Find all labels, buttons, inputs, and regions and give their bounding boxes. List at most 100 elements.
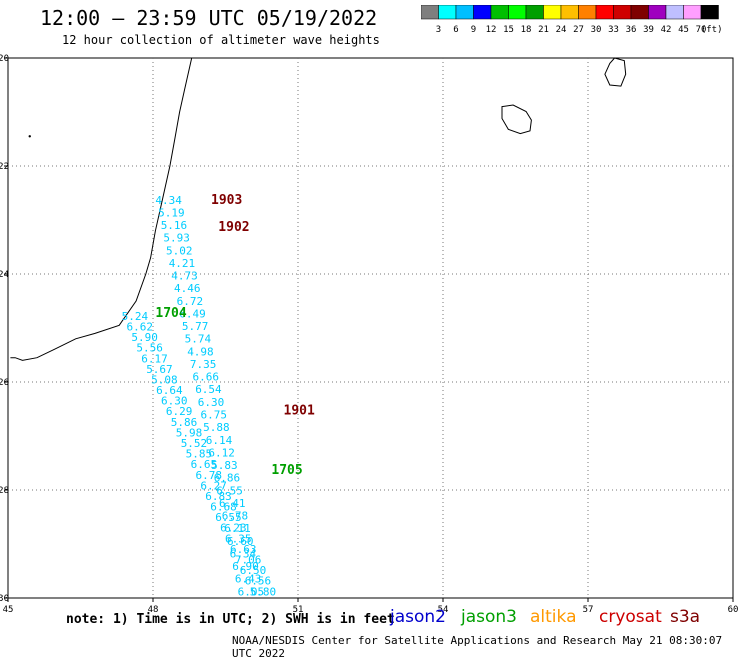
wave-height-value: 5.93 bbox=[163, 232, 190, 245]
map-title: 12:00 — 23:59 UTC 05/19/2022 bbox=[40, 6, 378, 30]
scale-label: 45 bbox=[678, 25, 689, 35]
wave-height-value: 5.08 bbox=[151, 374, 178, 387]
wave-height-value: 5.98 bbox=[176, 426, 203, 439]
map-frame bbox=[7, 57, 734, 599]
wave-height-value: 7.35 bbox=[190, 358, 217, 371]
wave-height-value: 5.19 bbox=[158, 206, 185, 219]
wave-height-value: 6.90 bbox=[232, 560, 258, 573]
satellite-legend-item: cryosat bbox=[599, 607, 662, 627]
wave-height-value: 5.24 bbox=[122, 310, 149, 323]
map-subtitle: 12 hour collection of altimeter wave hei… bbox=[62, 33, 380, 47]
lat-tick-label: -24 bbox=[0, 270, 9, 280]
pass-number-label: 1705 bbox=[271, 463, 302, 478]
lat-lon-grid bbox=[7, 57, 734, 599]
wave-height-value: 6.41 bbox=[219, 497, 246, 510]
wave-height-value: 5.52 bbox=[181, 437, 208, 450]
scale-label: 12 bbox=[486, 25, 497, 35]
wave-height-value: 6.56 bbox=[245, 575, 272, 588]
madagascar-coastline bbox=[10, 57, 193, 361]
wave-height-value: 6.05 bbox=[238, 585, 265, 598]
scale-label: 15 bbox=[503, 25, 514, 35]
lon-tick-label: 57 bbox=[583, 605, 594, 615]
lat-tick-label: -22 bbox=[0, 162, 9, 172]
scale-swatch bbox=[700, 5, 719, 20]
credit-line: NOAA/NESDIS Center for Satellite Applica… bbox=[232, 634, 723, 660]
wave-height-value: 5.67 bbox=[146, 363, 173, 376]
scale-label: 33 bbox=[608, 25, 619, 35]
wave-height-value: 4.34 bbox=[155, 194, 182, 207]
wave-height-value: 4.21 bbox=[169, 257, 196, 270]
pass-number-label: 1902 bbox=[218, 220, 249, 235]
wave-height-value: 6.11 bbox=[224, 522, 251, 535]
wave-height-value: 5.83 bbox=[211, 459, 238, 472]
wave-height-value: 5.85 bbox=[186, 448, 213, 461]
scale-label: 39 bbox=[643, 25, 654, 35]
wave-height-value: 6.54 bbox=[195, 383, 222, 396]
scale-unit: (ft) bbox=[701, 25, 723, 35]
lon-tick-label: 60 bbox=[728, 605, 739, 615]
wave-height-value: 4.46 bbox=[174, 282, 201, 295]
wave-height-value: 6.78 bbox=[222, 510, 249, 523]
scale-label: 27 bbox=[573, 25, 584, 35]
wave-height-value: 6.66 bbox=[193, 371, 220, 384]
wave-height-value: 5.90 bbox=[131, 331, 158, 344]
wave-height-value: 6.27 bbox=[200, 479, 227, 492]
wave-height-value: 6.29 bbox=[166, 405, 193, 418]
wave-height-value: 5.74 bbox=[185, 333, 212, 346]
wave-height-value: 4.98 bbox=[187, 345, 214, 358]
lat-tick-label: -30 bbox=[0, 594, 9, 604]
wave-height-value: 6.14 bbox=[206, 434, 233, 447]
lon-tick-label: 45 bbox=[3, 605, 14, 615]
wave-height-value: 6.63 bbox=[230, 543, 257, 556]
wave-height-value: 6.17 bbox=[141, 352, 168, 365]
wave-height-value: 6.50 bbox=[240, 564, 266, 577]
wave-height-value: 6.34 bbox=[230, 547, 257, 560]
wave-height-value: 6.62 bbox=[127, 321, 154, 334]
wave-height-value: 6.78 bbox=[196, 469, 223, 482]
wave-height-value: 5.80 bbox=[250, 585, 277, 598]
wave-height-value: 6.68 bbox=[210, 501, 237, 514]
satellite-legend-item: s3a bbox=[670, 607, 701, 627]
wave-height-value: 4.73 bbox=[171, 270, 198, 283]
pass-number-label: 1704 bbox=[155, 306, 186, 321]
axis-tick-labels: 45 48 51 54 57 60 -20 -22 -24 -26 -28 -30 bbox=[0, 54, 738, 615]
lat-tick-label: -20 bbox=[0, 54, 9, 64]
wave-height-value: 6.86 bbox=[214, 472, 241, 485]
wave-height-value: 6.83 bbox=[205, 490, 232, 503]
footer-note: note: 1) Time is in UTC; 2) SWH is in fe… bbox=[66, 612, 395, 627]
small-island bbox=[28, 135, 31, 138]
wave-height-value: 5.77 bbox=[182, 320, 209, 333]
lat-tick-label: -26 bbox=[0, 378, 9, 388]
wave-height-value: 6.55 bbox=[216, 484, 243, 497]
wave-height-value: 5.88 bbox=[203, 421, 230, 434]
wave-height-value: 6.64 bbox=[156, 384, 183, 397]
mauritius-coastline bbox=[604, 57, 627, 87]
scale-label: 9 bbox=[471, 25, 476, 35]
coastline bbox=[10, 57, 627, 361]
reunion-coastline bbox=[501, 104, 532, 135]
lon-tick-label: 51 bbox=[293, 605, 304, 615]
scale-label: 6 bbox=[453, 25, 458, 35]
wave-height-value: 6.12 bbox=[208, 446, 235, 459]
satellite-legend-item: jason3 bbox=[461, 607, 517, 627]
scale-label: 24 bbox=[556, 25, 567, 35]
scale-label: 3 bbox=[436, 25, 441, 35]
wave-height-value: 5.02 bbox=[166, 244, 193, 257]
pass-number-label: 1903 bbox=[211, 193, 242, 208]
pass-number-label: 1901 bbox=[284, 403, 315, 418]
scale-label: 30 bbox=[591, 25, 602, 35]
wave-height-value: 5.56 bbox=[136, 342, 163, 355]
scale-label: 70 bbox=[696, 25, 707, 35]
wave-height-value: 6.65 bbox=[191, 458, 218, 471]
wave-height-value: 6.49 bbox=[179, 308, 206, 321]
scale-label: 18 bbox=[521, 25, 532, 35]
scale-label: 42 bbox=[661, 25, 672, 35]
scale-label: 36 bbox=[626, 25, 637, 35]
wave-height-value: 6.43 bbox=[235, 573, 262, 586]
wave-height-value: 7.06 bbox=[235, 554, 262, 567]
wave-height-value: 5.86 bbox=[171, 416, 198, 429]
color-scale-legend: 3 6 9 12 15 18 21 24 27 30 33 36 39 42 45 70(ft) bbox=[421, 5, 723, 35]
wave-height-value: 6.30 bbox=[161, 395, 188, 408]
wave-height-value: 6.30 bbox=[198, 396, 225, 409]
